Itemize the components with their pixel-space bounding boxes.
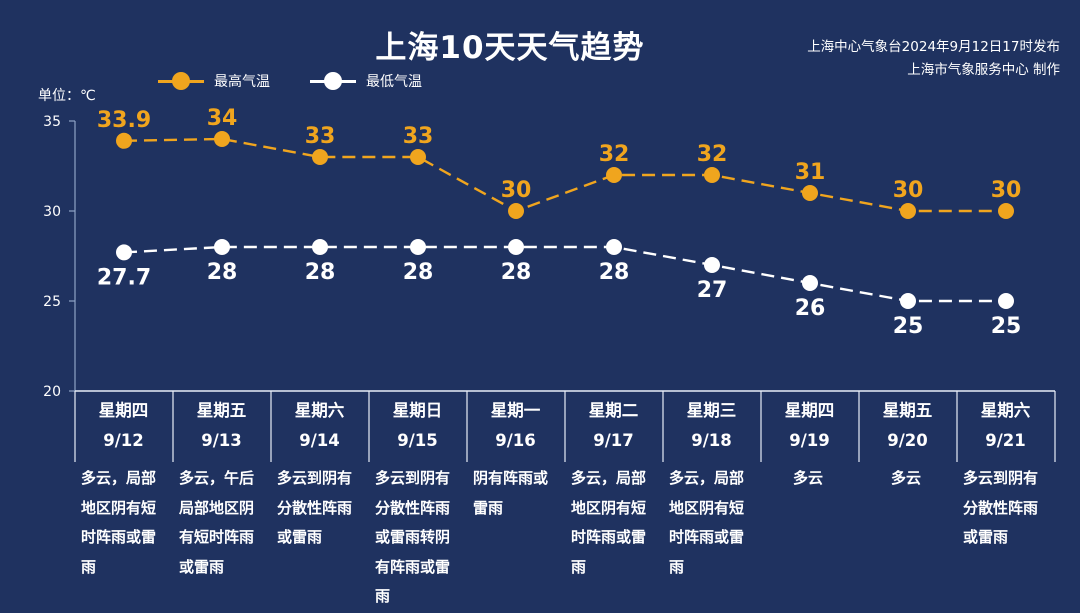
y-tick-label: 35: [43, 114, 61, 130]
publish-line-1: 上海中心气象台2024年9月12日17时发布: [807, 39, 1060, 55]
legend-item-high: 最高气温: [158, 71, 270, 91]
low-temp-point: [116, 244, 132, 261]
low-temp-label: 28: [403, 260, 434, 285]
high-temp-label: 30: [501, 178, 532, 203]
day-header: 星期五 9/13: [173, 391, 270, 461]
weather-description: 多云，局部地区阴有短时阵雨或雷雨: [669, 469, 745, 576]
low-temp-point: [410, 239, 426, 255]
high-temp-point: [214, 131, 230, 147]
day-header: 星期五 9/20: [859, 391, 956, 461]
date-label: 9/17: [593, 431, 634, 450]
high-temp-point: [802, 185, 818, 201]
low-temp-label: 26: [795, 296, 826, 321]
weather-description: 多云到阴有分散性阵雨或雷雨转阴有阵雨或雷雨: [375, 469, 451, 605]
weather-description: 多云，局部地区阴有短时阵雨或雷雨: [571, 469, 647, 576]
low-temp-label: 27.7: [97, 265, 151, 290]
weather-description: 阴有阵雨或雷雨: [473, 469, 549, 517]
low-temp-point: [802, 275, 818, 291]
high-temp-point: [998, 203, 1014, 219]
date-label: 9/20: [887, 431, 928, 450]
high-temp-label: 33.9: [97, 108, 151, 133]
day-header: 星期一 9/16: [467, 391, 564, 461]
low-temp-point: [606, 239, 622, 255]
weekday-label: 星期三: [686, 401, 737, 420]
weather-description: 多云: [792, 469, 823, 487]
day-header: 星期日 9/15: [369, 391, 466, 461]
weekday-label: 星期二: [588, 401, 639, 420]
unit-label: 单位：℃: [38, 88, 96, 104]
weekday-label: 星期六: [294, 401, 345, 420]
high-temp-point: [116, 132, 132, 149]
page-title: 上海10天天气趋势: [375, 30, 645, 66]
high-temp-label: 33: [403, 124, 434, 149]
low-temp-label: 28: [501, 260, 532, 285]
high-temp-point: [410, 149, 426, 165]
low-temp-label: 28: [599, 260, 630, 285]
low-temp-label: 28: [207, 260, 238, 285]
date-label: 9/16: [495, 431, 536, 450]
day-header: 星期六 9/21: [957, 391, 1054, 461]
publish-line-2: 上海市气象服务中心 制作: [907, 62, 1060, 78]
y-tick-label: 30: [43, 204, 61, 220]
legend-label-low: 最低气温: [366, 74, 422, 90]
date-label: 9/15: [397, 431, 438, 450]
low-temp-label: 28: [305, 260, 336, 285]
day-header: 星期二 9/17: [565, 391, 662, 461]
high-temp-label: 32: [599, 142, 630, 167]
high-temp-point: [606, 167, 622, 183]
high-temp-label: 34: [207, 106, 238, 131]
low-temp-point: [704, 257, 720, 273]
high-temp-point: [900, 203, 916, 219]
date-label: 9/18: [691, 431, 732, 450]
high-temp-label: 31: [795, 160, 826, 185]
day-header: 星期四 9/19: [761, 391, 858, 461]
day-header: 星期四 9/12: [75, 391, 172, 461]
weekday-label: 星期五: [882, 401, 933, 420]
date-label: 9/19: [789, 431, 830, 450]
low-temp-point: [312, 239, 328, 255]
date-label: 9/21: [985, 431, 1026, 450]
low-temp-point: [900, 293, 916, 309]
high-temp-label: 33: [305, 124, 336, 149]
date-label: 9/14: [299, 431, 340, 450]
low-temp-point: [508, 239, 524, 255]
y-tick-label: 20: [43, 384, 61, 400]
legend-item-low: 最低气温: [310, 71, 422, 91]
weather-description: 多云到阴有分散性阵雨或雷雨: [277, 469, 353, 546]
high-temp-label: 30: [991, 178, 1022, 203]
weekday-label: 星期四: [784, 401, 835, 420]
high-temp-line: [123, 137, 1006, 213]
high-temp-swatch-icon: [158, 72, 204, 90]
weather-description: 多云到阴有分散性阵雨或雷雨: [963, 469, 1039, 546]
low-temp-point: [214, 239, 230, 255]
day-header: 星期六 9/14: [271, 391, 368, 461]
weekday-label: 星期六: [980, 401, 1031, 420]
publish-info: 上海中心气象台2024年9月12日17时发布 上海市气象服务中心 制作: [807, 36, 1060, 82]
low-temp-label: 27: [697, 278, 728, 303]
high-temp-label: 30: [893, 178, 924, 203]
low-temp-point: [998, 293, 1014, 309]
high-temp-point: [312, 149, 328, 165]
low-temp-line: [123, 245, 1006, 303]
legend-label-high: 最高气温: [214, 74, 270, 90]
weather-description: 多云，午后局部地区阴有短时阵雨或雷雨: [179, 469, 255, 576]
day-header: 星期三 9/18: [663, 391, 760, 461]
high-temp-point: [704, 167, 720, 183]
low-temp-label: 25: [893, 314, 924, 339]
high-temp-label: 32: [697, 142, 728, 167]
date-label: 9/13: [201, 431, 242, 450]
weekday-label: 星期日: [392, 401, 443, 420]
y-tick-label: 25: [43, 294, 61, 310]
high-temp-point: [508, 203, 524, 219]
low-temp-label: 25: [991, 314, 1022, 339]
date-label: 9/12: [103, 431, 144, 450]
weekday-label: 星期四: [98, 401, 149, 420]
weather-description: 多云: [890, 469, 921, 487]
low-temp-swatch-icon: [310, 72, 356, 90]
weather-description: 多云，局部地区阴有短时阵雨或雷雨: [81, 469, 157, 576]
weekday-label: 星期一: [490, 401, 541, 420]
weekday-label: 星期五: [196, 401, 247, 420]
